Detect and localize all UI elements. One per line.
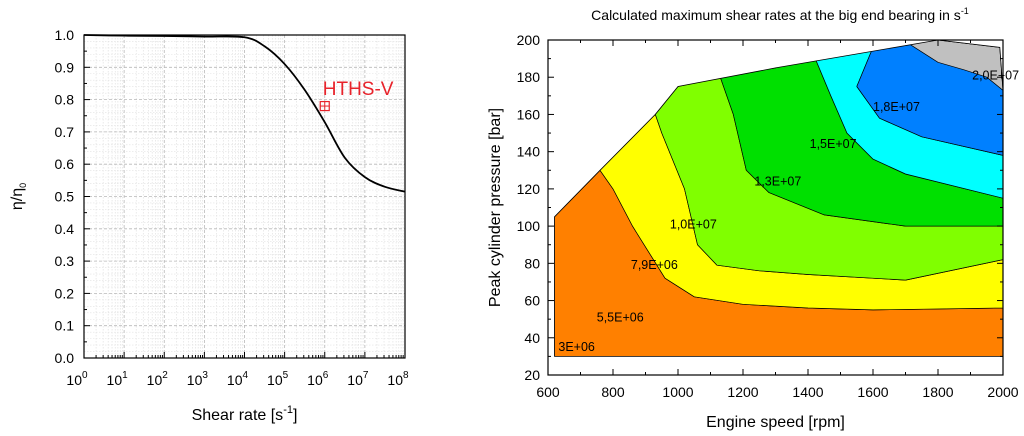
x-tick-base: 10 (187, 372, 203, 388)
y-tick-label: 0.3 (55, 253, 75, 269)
x-tick-label: 102 (147, 370, 169, 388)
hths-label: HTHS-V (323, 79, 394, 100)
y-tick-label: 0.0 (55, 350, 75, 366)
x-tick-label: 1400 (792, 384, 823, 400)
y-tick-label: 140 (517, 144, 541, 160)
x-tick-exponent: 6 (323, 370, 329, 381)
y-tick-label: 100 (517, 218, 541, 234)
x-tick-label: 101 (107, 370, 129, 388)
x-tick-exponent: 8 (403, 370, 409, 381)
contour-label: 1,0E+07 (670, 217, 717, 231)
contour-label: 2,0E+07 (972, 68, 1019, 82)
left-y-axis-title: η/η0 (9, 183, 28, 210)
y-tick-label: 0.8 (55, 92, 75, 108)
x-tick-label: 106 (307, 370, 329, 388)
x-tick-label: 108 (387, 370, 409, 388)
contour-label: 1,3E+07 (754, 174, 801, 188)
x-tick-label: 1200 (727, 384, 758, 400)
y-tick-label: 160 (517, 106, 541, 122)
right-chart-contours: 3E+06 5,5E+06 7,9E+06 1,0E+07 1,3E+07 1,5E+07… (554, 39, 1019, 357)
y-tick-label: 0.1 (55, 318, 75, 334)
contour-label: 3E+06 (558, 340, 595, 354)
x-tick-exponent: 2 (162, 370, 168, 381)
x-tick-label: 1800 (922, 384, 953, 400)
right-chart-axes: 600 800 1000 1200 1400 1600 1800 2000 20 40 60 80 10… (487, 6, 1019, 431)
x-tick-label: 105 (267, 370, 289, 388)
contour-label: 1,5E+07 (810, 137, 857, 151)
x-tick-base: 10 (66, 372, 82, 388)
x-tick-label: 1600 (857, 384, 888, 400)
left-y-axis-title-main: η/η (9, 188, 26, 210)
x-tick-label: 1000 (662, 384, 693, 400)
contour-label: 1,8E+07 (873, 100, 920, 114)
y-tick-label: 20 (524, 367, 540, 383)
right-y-axis-title: Peak cylinder pressure [bar] (487, 108, 504, 307)
x-tick-base: 10 (147, 372, 163, 388)
y-tick-label: 40 (524, 330, 540, 346)
left-x-axis-title-sup: -1 (283, 404, 293, 416)
x-tick-label: 2000 (987, 384, 1018, 400)
x-tick-label: 800 (601, 384, 625, 400)
y-tick-label: 0.7 (55, 124, 75, 140)
right-chart-title-main: Calculated maximum shear rates at the bi… (591, 7, 961, 23)
y-tick-label: 200 (517, 32, 541, 48)
contour-label: 5,5E+06 (597, 310, 644, 324)
y-tick-label: 0.6 (55, 156, 75, 172)
x-tick-label: 103 (187, 370, 209, 388)
x-tick-base: 10 (387, 372, 403, 388)
x-tick-label: 107 (347, 370, 369, 388)
left-chart-axes: 100 101 102 103 104 105 106 107 1080.00.10.20.30… (9, 27, 409, 424)
x-tick-label: 100 (66, 370, 88, 388)
x-tick-exponent: 7 (363, 370, 369, 381)
y-tick-label: 80 (524, 255, 540, 271)
left-x-axis-title: Shear rate [s-1] (192, 404, 298, 424)
x-tick-exponent: 1 (122, 370, 128, 381)
y-tick-label: 180 (517, 69, 541, 85)
x-tick-exponent: 5 (283, 370, 289, 381)
y-tick-label: 0.2 (55, 285, 75, 301)
y-tick-label: 1.0 (55, 27, 75, 43)
y-tick-label: 0.9 (55, 59, 75, 75)
x-tick-label: 600 (536, 384, 560, 400)
x-tick-base: 10 (347, 372, 363, 388)
contour-label: 7,9E+06 (631, 258, 678, 272)
x-tick-base: 10 (107, 372, 123, 388)
left-x-axis-title-end: ] (293, 407, 297, 424)
right-x-axis-title: Engine speed [rpm] (706, 414, 845, 431)
x-tick-exponent: 3 (202, 370, 208, 381)
contour-regions (554, 40, 1003, 357)
x-tick-label: 104 (227, 370, 249, 388)
y-tick-label: 0.5 (55, 189, 75, 205)
right-chart-title: Calculated maximum shear rates at the bi… (591, 6, 969, 23)
viscosity-curve (83, 34, 406, 193)
left-y-axis-title-sub: 0 (18, 183, 28, 188)
left-x-axis-title-main: Shear rate [s (192, 407, 284, 424)
x-tick-exponent: 4 (243, 370, 249, 381)
y-tick-label: 120 (517, 181, 541, 197)
y-tick-label: 60 (524, 293, 540, 309)
right-chart-title-sup: -1 (961, 6, 969, 16)
x-tick-exponent: 0 (82, 370, 88, 381)
y-tick-label: 0.4 (55, 221, 75, 237)
left-chart-marks: HTHS-V (83, 34, 406, 193)
x-tick-base: 10 (227, 372, 243, 388)
x-tick-base: 10 (267, 372, 283, 388)
x-tick-base: 10 (307, 372, 323, 388)
